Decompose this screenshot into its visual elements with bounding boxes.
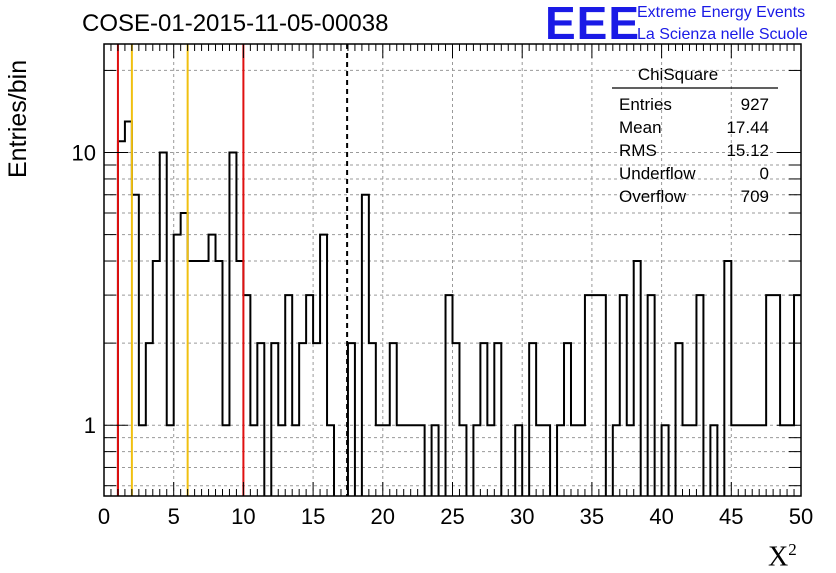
- stats-row-label: Mean: [619, 118, 662, 137]
- x-tick-label: 45: [719, 504, 743, 529]
- x-tick-label: 10: [231, 504, 255, 529]
- stats-row-label: Underflow: [619, 164, 696, 183]
- logo-subtitle-line2: La Scienza nelle Scuole: [637, 26, 808, 43]
- stats-row-value: 15.12: [726, 141, 769, 160]
- stats-row-label: Overflow: [619, 187, 687, 206]
- stats-row-value: 927: [741, 95, 769, 114]
- stats-row-value: 0: [760, 164, 769, 183]
- chart-title: COSE-01-2015-11-05-00038: [82, 10, 389, 37]
- stats-row-value: 17.44: [726, 118, 769, 137]
- y-tick-label: 10: [72, 141, 96, 166]
- x-tick-label: 20: [371, 504, 395, 529]
- x-axis-label: X2: [768, 540, 797, 573]
- x-tick-label: 5: [168, 504, 180, 529]
- stats-row-label: Entries: [619, 95, 672, 114]
- x-tick-label: 35: [580, 504, 604, 529]
- x-tick-label: 30: [510, 504, 534, 529]
- x-tick-label: 40: [649, 504, 673, 529]
- x-tick-label: 0: [98, 504, 110, 529]
- x-tick-label: 25: [440, 504, 464, 529]
- y-tick-label: 1: [84, 413, 96, 438]
- logo-subtitle-line1: Extreme Energy Events: [637, 4, 806, 21]
- x-tick-label: 15: [301, 504, 325, 529]
- x-tick-label: 50: [789, 504, 813, 529]
- stats-row-value: 709: [741, 187, 769, 206]
- stats-row-label: RMS: [619, 141, 657, 160]
- eee-logo-letters: EEE: [545, 0, 641, 49]
- stats-box-title: ChiSquare: [638, 65, 718, 84]
- histogram-series: [116, 120, 801, 496]
